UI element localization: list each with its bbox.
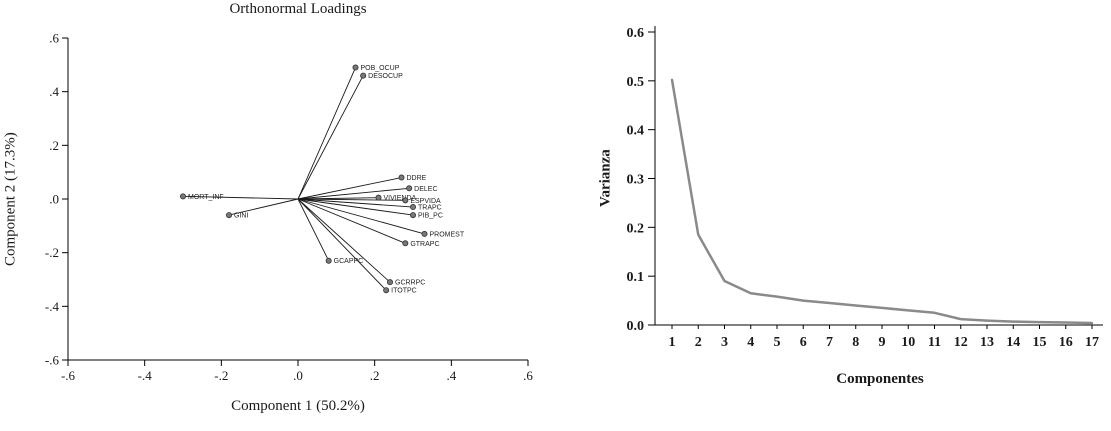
x-tick-label: 16 xyxy=(1059,335,1073,350)
point-label: GCRRPC xyxy=(395,280,425,287)
y-tick-label: 0.5 xyxy=(627,75,645,90)
x-tick-label: 17 xyxy=(1085,335,1099,350)
point-label: VIVIENDA xyxy=(384,195,417,202)
y-tick-label: -.4 xyxy=(45,299,60,314)
x-tick-label: .0 xyxy=(293,368,303,383)
y-tick-label: .6 xyxy=(49,31,59,46)
point-label: DDRE xyxy=(407,175,427,182)
loading-vector xyxy=(297,67,356,200)
loading-vector xyxy=(228,198,299,216)
loading-vector xyxy=(297,177,402,200)
point-label: ITOTPC xyxy=(391,288,417,295)
loading-vector xyxy=(297,198,391,283)
loading-vector xyxy=(182,195,299,200)
y-tick-label: 0.6 xyxy=(627,26,645,41)
x-tick-label: -.6 xyxy=(61,368,76,383)
x-tick-label: 13 xyxy=(980,335,994,350)
point-label: PROMEST xyxy=(430,231,465,238)
loading-vector xyxy=(297,198,406,244)
scree-line xyxy=(670,78,1094,325)
scree-plot-ylabel: Varianza xyxy=(597,149,614,208)
point-label: PIB_PC xyxy=(418,213,443,220)
x-tick-label: 10 xyxy=(901,335,915,350)
x-tick-label: 2 xyxy=(695,335,702,350)
x-tick-label: 4 xyxy=(747,335,754,350)
point-label: ESPVIDA xyxy=(410,198,441,205)
y-tick-label: 0.3 xyxy=(627,173,645,188)
loading-vector xyxy=(297,187,410,200)
x-tick-label: 8 xyxy=(852,335,859,350)
loading-point xyxy=(402,197,409,204)
y-tick-label: 0.2 xyxy=(627,221,645,236)
y-tick-label: 0.0 xyxy=(627,319,645,334)
point-label: GTRAPC xyxy=(410,241,439,248)
x-tick-label: 6 xyxy=(800,335,807,350)
scree-plot: 0.0 0.1 0.2 0.3 0.4 0.5 0.6 1 2 3 4 5 6 7 8 9 10 11 12 13 14… xyxy=(565,0,1111,431)
y-tick-label: .0 xyxy=(49,192,59,207)
loading-point xyxy=(383,287,390,294)
loading-point xyxy=(402,240,409,247)
loading-plot-ylabel: Component 2 (17.3%) xyxy=(2,132,19,266)
loading-plot: -.6 -.6 -.4 -.4 -.2 -.2 .0 .0 .2 .2 .4 .4 .6 .6 POB_OC… xyxy=(2,1,534,414)
loading-point xyxy=(225,212,232,219)
scree-plot-xlabel: Componentes xyxy=(836,371,924,387)
loading-point xyxy=(360,72,367,79)
x-tick-label: .6 xyxy=(523,368,533,383)
loading-point xyxy=(406,185,413,192)
point-label: DESOCUP xyxy=(368,73,403,80)
x-tick-label: 14 xyxy=(1006,335,1020,350)
loading-point xyxy=(375,194,382,201)
scree-plot-svg: 0.00.10.20.30.40.50.61 2 3 4 5 6 7 8 9 10 11 12 13 14… xyxy=(627,26,1103,350)
loading-point xyxy=(179,193,186,200)
x-tick-label: 11 xyxy=(928,335,941,350)
x-tick-label: .4 xyxy=(446,368,456,383)
y-tick-label: .4 xyxy=(49,84,59,99)
x-tick-label: 1 xyxy=(669,335,676,350)
loading-plot-svg: -.6-.6 -.4 -.4 -.2 -.2 .0 .0 .2 .2 .4 .4 .6 .6 POB_OC… xyxy=(45,31,533,384)
y-tick-label: 0.1 xyxy=(627,270,645,285)
loading-plot-title: Orthonormal Loadings xyxy=(229,1,367,17)
x-tick-label: 9 xyxy=(879,335,886,350)
point-label: POB_OCUP xyxy=(361,65,400,72)
y-tick-label: 0.4 xyxy=(627,124,645,139)
point-label: GINI xyxy=(234,213,248,220)
x-tick-label: 15 xyxy=(1033,335,1047,350)
point-label: TRAPC xyxy=(418,205,442,212)
y-tick-label: .2 xyxy=(49,138,59,153)
loading-vector xyxy=(297,75,364,200)
loading-point xyxy=(386,279,393,286)
y-tick-label: -.2 xyxy=(45,245,59,260)
x-tick-label: 5 xyxy=(774,335,781,350)
loading-vector xyxy=(297,198,330,261)
loading-point xyxy=(325,257,332,264)
loading-point xyxy=(352,64,359,71)
x-tick-label: 7 xyxy=(826,335,833,350)
loading-point xyxy=(398,174,405,181)
loading-vector xyxy=(297,198,414,208)
loading-point xyxy=(409,204,416,211)
x-tick-label: .2 xyxy=(370,368,380,383)
x-tick-label: -.4 xyxy=(138,368,153,383)
loading-vector xyxy=(297,198,406,201)
x-tick-label: -.2 xyxy=(214,368,228,383)
x-tick-label: 12 xyxy=(954,335,968,350)
loading-plot-xlabel: Component 1 (50.2%) xyxy=(231,398,365,414)
x-tick-label: 3 xyxy=(721,335,728,350)
y-tick-label: -.6 xyxy=(45,353,60,368)
loading-point xyxy=(421,230,428,237)
loading-point xyxy=(409,212,416,219)
point-label: DELEC xyxy=(414,186,437,193)
loading-vector xyxy=(297,198,425,235)
point-label: GCAPPC xyxy=(334,258,364,265)
loading-vector xyxy=(297,198,414,216)
loading-vector xyxy=(297,198,387,291)
point-label: MORT_INF xyxy=(188,194,224,201)
